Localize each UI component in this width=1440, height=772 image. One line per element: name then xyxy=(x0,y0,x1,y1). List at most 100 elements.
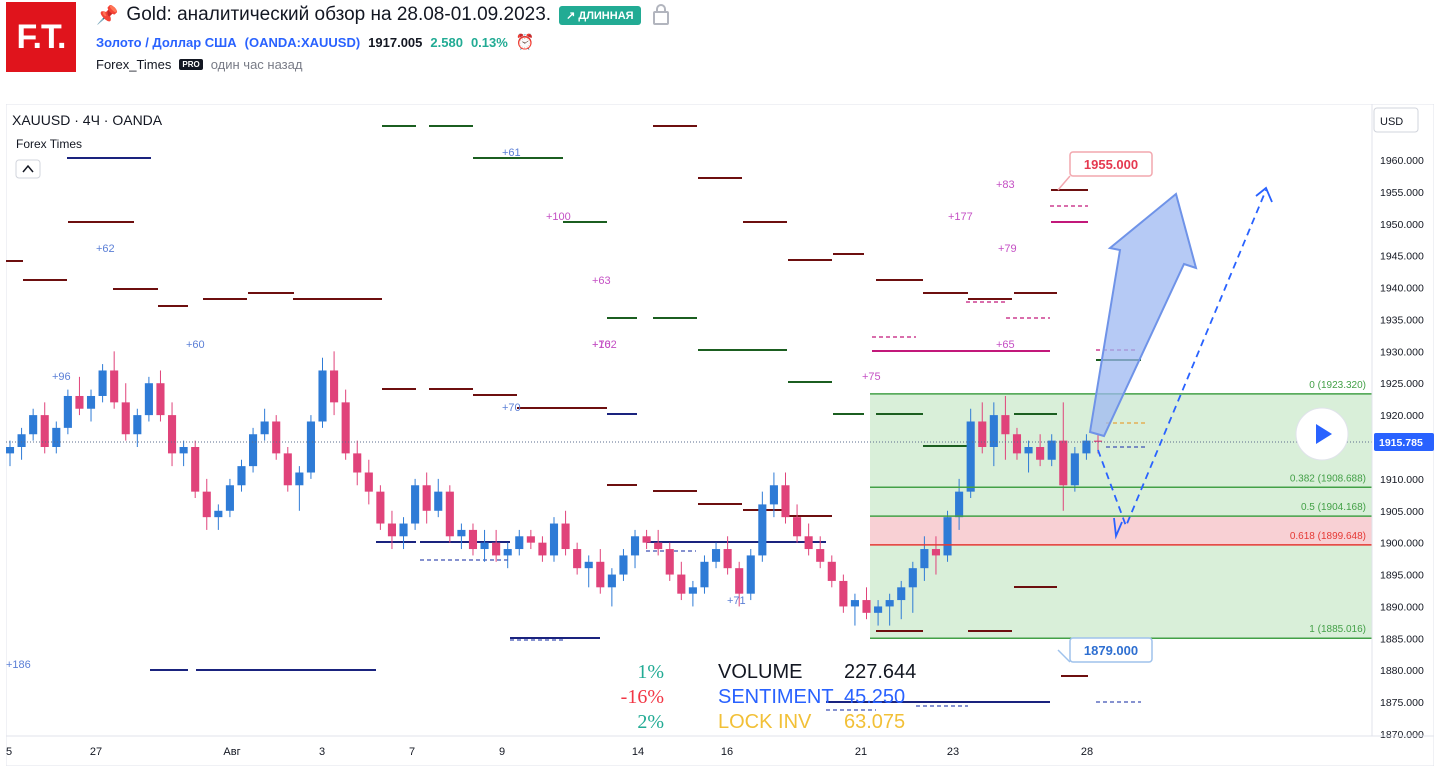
fib-label: 1 (1885.016) xyxy=(1309,624,1366,635)
candle-body xyxy=(931,549,941,556)
lock-icon xyxy=(652,4,669,25)
level-value-label: +79 xyxy=(998,243,1017,255)
candle-body xyxy=(677,574,686,594)
target-up-label: 1955.000 xyxy=(1084,157,1138,172)
candle-body xyxy=(735,568,744,594)
candle-body xyxy=(700,561,709,588)
candle-body xyxy=(746,555,755,594)
collapse-button[interactable] xyxy=(15,159,41,179)
chart-area[interactable]: 0 (1923.320) 0.382 (1908.688) 0.5 (1904.16… xyxy=(0,65,1435,767)
forecast-path-dashed xyxy=(1097,189,1267,529)
candle-body xyxy=(955,491,964,518)
stat-percent: 1% xyxy=(637,661,664,683)
x-tick-label: 21 xyxy=(855,746,867,758)
candle-body xyxy=(1012,434,1022,454)
candle-body xyxy=(654,542,663,550)
stat-percent: -16% xyxy=(621,686,664,708)
candle-body xyxy=(862,600,871,613)
target-down-box xyxy=(1069,637,1153,663)
candle-body xyxy=(989,415,998,447)
candle-body xyxy=(561,523,570,550)
candle-body xyxy=(1047,440,1056,460)
candle-body xyxy=(665,549,674,575)
candle-body xyxy=(144,383,153,416)
y-tick-label: 1950.000 xyxy=(1380,219,1424,231)
candle-body xyxy=(75,395,84,409)
author-name[interactable]: Forex_Times xyxy=(96,57,172,72)
stat-value: 63.075 xyxy=(844,711,905,733)
candle-body xyxy=(781,485,790,518)
alarm-icon[interactable]: ⏰ xyxy=(515,34,535,51)
forecast-arrow-up xyxy=(1088,192,1198,438)
x-tick-label: 25 xyxy=(6,746,12,758)
y-tick-label: 1945.000 xyxy=(1380,251,1424,263)
level-value-label: +70 xyxy=(502,402,521,414)
candle-body xyxy=(596,561,605,588)
fib-zone-lower xyxy=(870,544,1372,639)
price-change-pct: 0.13% xyxy=(470,34,508,50)
candle-body xyxy=(156,383,165,416)
forecast-arrowhead xyxy=(1255,186,1273,203)
candle-body xyxy=(249,434,258,467)
candle-body xyxy=(897,587,906,601)
candle-body xyxy=(630,536,640,556)
candle-body xyxy=(86,395,96,409)
candle-body xyxy=(978,421,987,447)
fib-label: 0.382 (1908.688) xyxy=(1290,473,1366,484)
fib-zone-middle xyxy=(870,516,1372,545)
stat-value: 45.250 xyxy=(844,686,905,708)
candle-body xyxy=(434,491,443,511)
candle-body xyxy=(515,536,524,550)
x-tick-label: 3 xyxy=(319,746,325,758)
chart-svg[interactable]: 0 (1923.320) 0.382 (1908.688) 0.5 (1904.16… xyxy=(0,65,1435,767)
candle-body xyxy=(283,453,292,486)
candle-body xyxy=(202,491,211,518)
symbol-name[interactable]: Золото / Доллар США xyxy=(96,34,237,50)
candle-body xyxy=(457,529,466,537)
candle-body xyxy=(723,549,732,569)
level-value-label: +177 xyxy=(948,211,973,223)
candle-body xyxy=(52,427,61,447)
candle-body xyxy=(121,402,130,435)
chart-symbol-label: XAUUSD · 4Ч · OANDA xyxy=(12,112,163,128)
y-tick-label: 1910.000 xyxy=(1380,474,1424,486)
candle-body xyxy=(573,549,582,569)
level-value-label: +63 xyxy=(592,275,611,287)
level-value-label: +83 xyxy=(996,179,1015,191)
author-row: Forex_Times PRO один час назад xyxy=(96,57,302,72)
candle-body xyxy=(376,491,385,524)
y-tick-label: 1885.000 xyxy=(1380,633,1424,645)
stat-name: SENTIMENT xyxy=(718,686,834,708)
level-value-label: +62 xyxy=(96,243,115,255)
x-tick-label: Авг xyxy=(223,746,240,758)
level-value-label: +96 xyxy=(52,371,71,383)
candle-body xyxy=(98,370,107,396)
candle-body xyxy=(411,485,420,524)
ticker[interactable]: (OANDA:XAUUSD) xyxy=(244,34,361,50)
stat-name: LOCK INV xyxy=(718,711,812,733)
candle-body xyxy=(908,568,917,588)
candle-body xyxy=(549,523,559,556)
candle-body xyxy=(1082,440,1091,454)
candle-body xyxy=(29,415,38,435)
candle-body xyxy=(688,587,697,594)
x-tick-label: 27 xyxy=(90,746,102,758)
candle-body xyxy=(364,472,373,492)
y-tick-label: 1955.000 xyxy=(1380,187,1424,199)
candle-body xyxy=(306,421,315,473)
last-price-label: 1915.785 xyxy=(1379,437,1423,449)
candle-body xyxy=(492,542,501,556)
currency-button[interactable] xyxy=(1373,107,1419,133)
forecast-dip-arrowhead xyxy=(1113,517,1123,540)
candle-body xyxy=(167,415,177,454)
chart-source-label: Forex Times xyxy=(16,137,82,151)
y-tick-label: 1905.000 xyxy=(1380,506,1424,518)
y-tick-label: 1940.000 xyxy=(1380,283,1424,295)
y-tick-label: 1930.000 xyxy=(1380,346,1424,358)
long-badge[interactable]: ↗ ДЛИННАЯ xyxy=(559,5,641,25)
candle-body xyxy=(5,447,15,454)
x-tick-label: 16 xyxy=(721,746,733,758)
candle-body xyxy=(40,415,49,447)
level-value-label: +61 xyxy=(502,147,521,159)
price-change: 2.580 xyxy=(430,34,463,50)
